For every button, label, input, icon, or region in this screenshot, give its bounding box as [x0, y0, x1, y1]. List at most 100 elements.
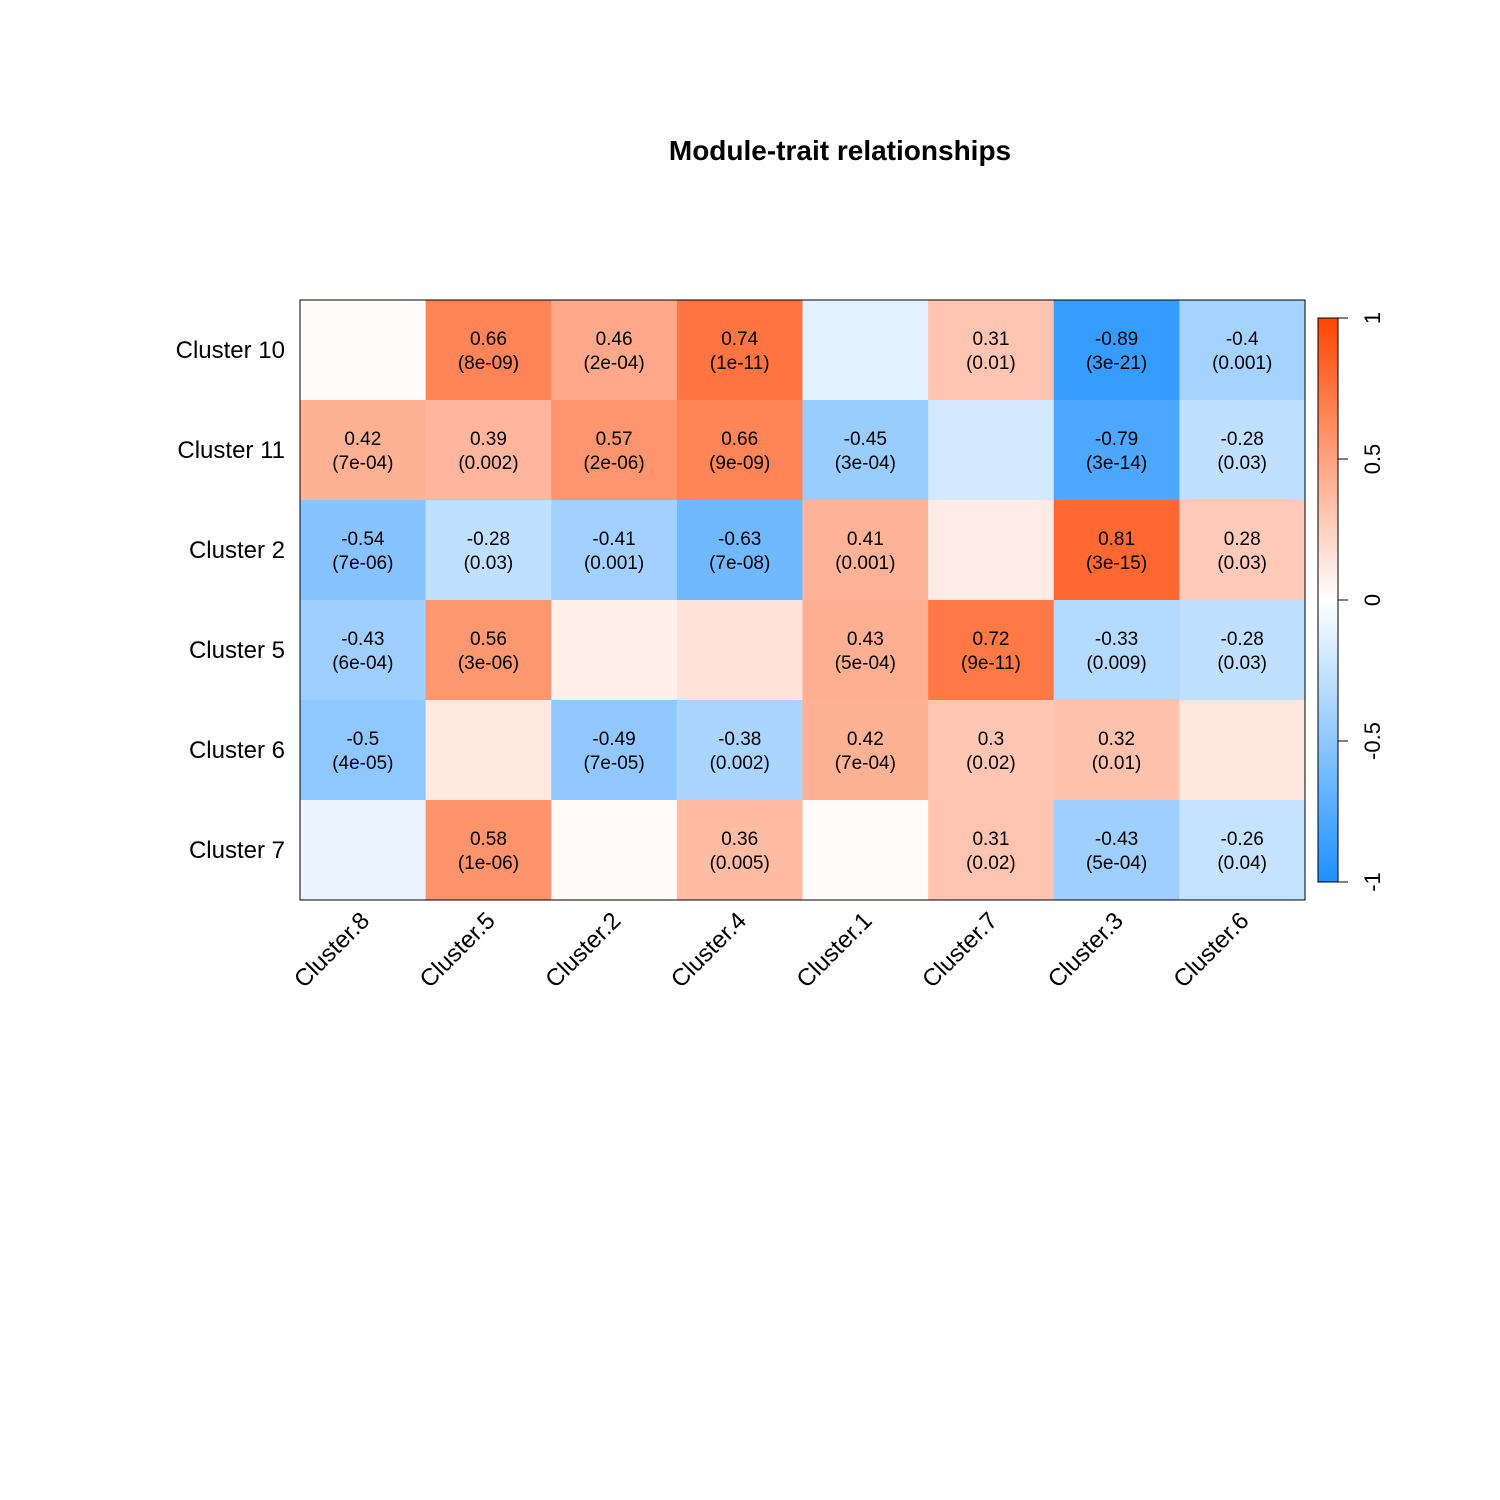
- cell-label: (7e-06): [332, 553, 393, 574]
- colorbar-tick-label: 0: [1360, 594, 1385, 606]
- heatmap-cell: [676, 500, 803, 601]
- cell-label: -0.45: [844, 429, 887, 450]
- heatmap-cell: [676, 700, 803, 801]
- column-labels: Cluster.8 Cluster.5 Cluster.2 Cluster.4 Clus…: [289, 907, 1254, 993]
- heatmap-cell: [928, 700, 1055, 801]
- cell-label: (9e-11): [961, 653, 1021, 674]
- cell-label: (0.02): [966, 853, 1016, 874]
- cell-label: -0.26: [1221, 829, 1264, 850]
- heatmap-cell: [300, 600, 427, 701]
- cell-label: 0.36: [721, 829, 758, 850]
- heatmap-cell: [1053, 800, 1180, 901]
- cell-label: (7e-05): [583, 753, 644, 774]
- cell-label: (0.03): [464, 553, 514, 574]
- heatmap-cell: [551, 600, 678, 701]
- cell-label: 0.28: [1224, 529, 1261, 550]
- heatmap-cell: [1179, 700, 1306, 801]
- cell-label: -0.49: [592, 729, 635, 750]
- cell-label: 0.32: [1098, 729, 1135, 750]
- cell-label: 0.31: [972, 329, 1009, 350]
- cell-label: 0.81: [1098, 529, 1135, 550]
- cell-label: (9e-09): [709, 453, 770, 474]
- column-label: Cluster.4: [666, 907, 752, 993]
- heatmap-cell: [551, 800, 678, 901]
- heatmap-cell: [1053, 500, 1180, 601]
- heatmap-border: [299, 299, 1306, 901]
- heatmap-cell: [1179, 500, 1306, 601]
- heatmap-cell: [1179, 300, 1306, 401]
- heatmap-cell: [676, 600, 803, 701]
- cell-label: -0.41: [592, 529, 635, 550]
- heatmap-cell: [300, 700, 427, 801]
- cell-label: (2e-04): [583, 353, 644, 374]
- heatmap-cell: [1179, 800, 1306, 901]
- cell-label: (0.009): [1086, 653, 1146, 674]
- row-label: Cluster 10: [176, 337, 285, 364]
- heatmap-cell: [1053, 600, 1180, 701]
- heatmap-cell: [425, 800, 552, 901]
- heatmap-cell: [1053, 400, 1180, 501]
- cell-label: 0.43: [847, 629, 884, 650]
- colorbar-tick-label: 0.5: [1360, 444, 1385, 475]
- heatmap-cell-texts: 0.66 (8e-09) 0.46 (2e-04) 0.74 (1e-11) 0.31 (0.…: [332, 329, 1272, 874]
- heatmap-cell: [425, 600, 552, 701]
- cell-label: 0.72: [972, 629, 1009, 650]
- cell-label: (0.001): [1212, 353, 1272, 374]
- heatmap-cell: [551, 300, 678, 401]
- cell-label: (0.02): [966, 753, 1016, 774]
- heatmap-cell: [928, 500, 1055, 601]
- cell-label: (8e-09): [458, 353, 519, 374]
- cell-label: (0.01): [966, 353, 1016, 374]
- column-label: Cluster.5: [415, 907, 501, 993]
- cell-label: 0.3: [978, 729, 1004, 750]
- heatmap-cell: [676, 400, 803, 501]
- column-label: Cluster.8: [289, 907, 375, 993]
- cell-label: (0.01): [1092, 753, 1142, 774]
- cell-label: 0.46: [596, 329, 633, 350]
- row-label: Cluster 5: [189, 637, 285, 664]
- heatmap-cell: [1053, 700, 1180, 801]
- colorbar-tick-label: -0.5: [1360, 722, 1385, 760]
- cell-label: (0.002): [458, 453, 518, 474]
- cell-label: (3e-15): [1086, 553, 1147, 574]
- heatmap-cell: [551, 400, 678, 501]
- row-label: Cluster 2: [189, 537, 285, 564]
- cell-label: (3e-04): [835, 453, 896, 474]
- cell-label: -0.4: [1226, 329, 1259, 350]
- chart-title: Module-trait relationships: [669, 135, 1011, 166]
- cell-label: 0.31: [972, 829, 1009, 850]
- heatmap-cell: [1179, 400, 1306, 501]
- heatmap-cell: [676, 800, 803, 901]
- row-label: Cluster 7: [189, 837, 285, 864]
- cell-label: -0.63: [718, 529, 761, 550]
- colorbar-tick-label: 1: [1360, 312, 1385, 324]
- cell-label: (0.03): [1217, 453, 1267, 474]
- cell-label: (5e-04): [1086, 853, 1147, 874]
- cell-label: (7e-04): [332, 453, 393, 474]
- heatmap-cell: [928, 400, 1055, 501]
- cell-label: -0.38: [718, 729, 761, 750]
- cell-label: -0.43: [341, 629, 384, 650]
- heatmap-cell: [425, 500, 552, 601]
- heatmap-cell: [928, 300, 1055, 401]
- heatmap-cells: [300, 300, 1306, 901]
- cell-label: (2e-06): [583, 453, 644, 474]
- heatmap-cell: [802, 300, 929, 401]
- cell-label: 0.58: [470, 829, 507, 850]
- cell-label: -0.28: [1221, 429, 1264, 450]
- cell-label: -0.54: [341, 529, 385, 550]
- cell-label: -0.28: [1221, 629, 1264, 650]
- heatmap-cell: [425, 300, 552, 401]
- colorbar: [1317, 317, 1339, 883]
- cell-label: (0.001): [835, 553, 895, 574]
- cell-label: (3e-06): [458, 653, 519, 674]
- cell-label: (1e-06): [458, 853, 519, 874]
- cell-label: (0.002): [710, 753, 770, 774]
- heatmap-cell: [300, 500, 427, 601]
- cell-label: -0.89: [1095, 329, 1138, 350]
- cell-label: 0.41: [847, 529, 884, 550]
- heatmap-cell: [802, 500, 929, 601]
- cell-label: 0.56: [470, 629, 507, 650]
- cell-label: (1e-11): [710, 353, 770, 374]
